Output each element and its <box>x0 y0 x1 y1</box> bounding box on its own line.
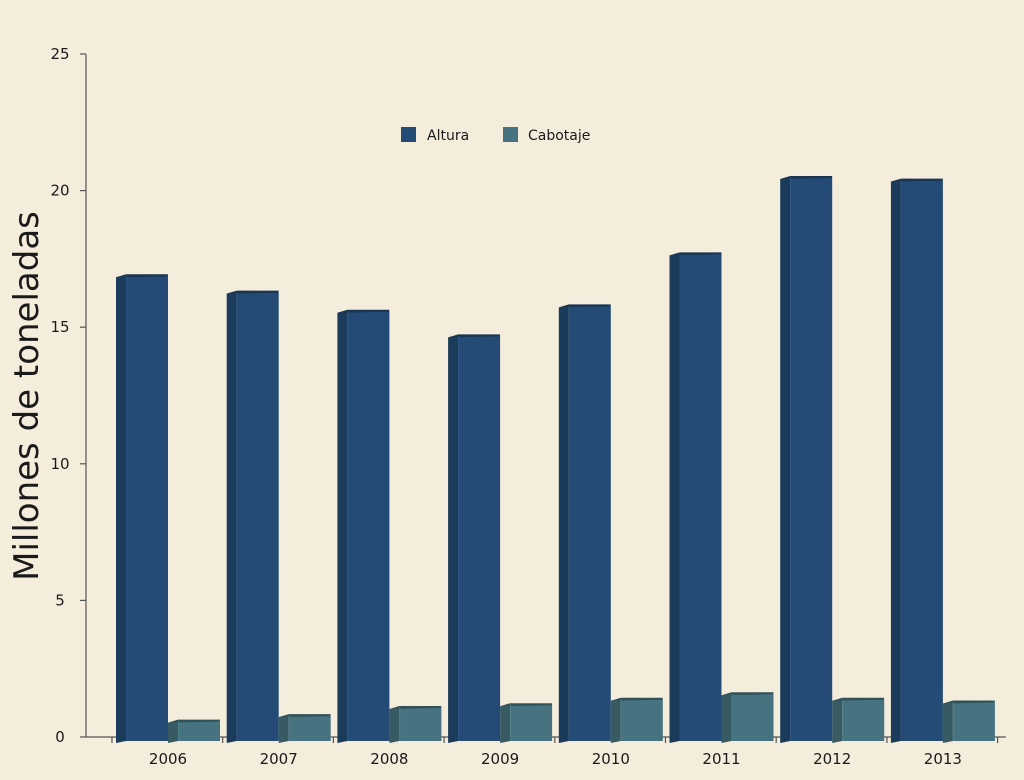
bar-side <box>116 275 126 743</box>
y-tick-label: 5 <box>55 591 65 609</box>
bar-front <box>679 253 722 741</box>
bar-top <box>168 719 220 723</box>
legend-swatch <box>503 127 518 142</box>
bar-front <box>900 179 943 741</box>
bar-front <box>126 275 168 741</box>
bar-front <box>178 720 220 741</box>
bar-top <box>780 175 833 179</box>
bar-front <box>347 310 390 741</box>
bar-cabotaje-2012 <box>832 697 885 743</box>
bar-top <box>558 304 611 308</box>
bar-cabotaje-2013 <box>942 700 995 743</box>
bar-side <box>558 305 569 743</box>
bar-cabotaje-2006 <box>168 719 220 743</box>
bar-top <box>890 178 943 182</box>
x-tick-label: 2010 <box>592 750 630 768</box>
bar-side <box>278 715 289 743</box>
bar-cabotaje-2010 <box>610 697 663 743</box>
bar-side <box>780 176 791 743</box>
bar-altura-2010 <box>558 304 611 743</box>
y-axis-label: Millones de toneladas <box>7 211 47 581</box>
bar-side <box>721 693 732 743</box>
bar-altura-2013 <box>890 178 943 743</box>
legend-label: Cabotaje <box>528 128 590 144</box>
bar-side <box>669 253 680 743</box>
bar-altura-2011 <box>669 252 722 743</box>
x-tick-label: 2007 <box>260 750 298 768</box>
bar-top <box>389 705 442 709</box>
bars <box>116 175 995 743</box>
bar-front <box>510 704 553 741</box>
bar-altura-2009 <box>448 334 501 743</box>
bar-side <box>890 179 901 743</box>
bar-cabotaje-2009 <box>500 703 553 743</box>
x-tick-label: 2011 <box>702 750 740 768</box>
bar-front <box>790 176 833 741</box>
legend: Altura Cabotaje <box>401 127 590 144</box>
bar-top <box>278 714 331 718</box>
bar-front <box>842 698 885 741</box>
x-tick-label: 2013 <box>924 750 962 768</box>
bar-side <box>832 698 843 743</box>
bar-cabotaje-2007 <box>278 714 331 743</box>
bar-altura-2006 <box>116 274 168 743</box>
bar-top <box>669 252 722 256</box>
bar-side <box>337 310 348 743</box>
y-tick-label: 15 <box>50 318 69 336</box>
legend-item-cabotaje: Cabotaje <box>503 127 590 144</box>
bar-top <box>448 334 501 338</box>
y-tick-label: 25 <box>50 45 69 63</box>
bar-front <box>399 706 442 741</box>
y-tick-label: 20 <box>50 182 69 200</box>
bar-side <box>500 704 511 743</box>
legend-swatch <box>401 127 416 142</box>
y-tick-label: 0 <box>55 728 65 746</box>
axes: 0 5 10 15 20 25 <box>50 45 1006 746</box>
bar-front <box>288 715 331 741</box>
bar-top <box>337 309 390 313</box>
bar-cabotaje-2008 <box>389 705 442 743</box>
bar-top <box>721 692 774 696</box>
bar-top <box>832 697 885 701</box>
bar-altura-2008 <box>337 309 390 743</box>
bar-side <box>226 291 237 743</box>
bar-top <box>500 703 553 707</box>
x-tick-label: 2012 <box>813 750 851 768</box>
y-tick-label: 10 <box>50 455 69 473</box>
bar-front <box>236 291 279 741</box>
bar-top <box>226 290 279 294</box>
bar-cabotaje-2011 <box>721 692 774 743</box>
bar-top <box>610 697 663 701</box>
bar-side <box>942 701 953 743</box>
bar-side <box>389 706 400 743</box>
x-tick-labels: 2006 2007 2008 2009 2010 2011 2012 2013 <box>149 750 962 768</box>
x-tick-label: 2008 <box>370 750 408 768</box>
bar-top <box>116 274 168 278</box>
legend-item-altura: Altura <box>401 127 469 144</box>
bar-front <box>568 305 611 741</box>
bar-side <box>448 335 459 743</box>
bar-altura-2012 <box>780 175 833 743</box>
bar-front <box>620 698 663 741</box>
bar-side <box>610 698 621 743</box>
bar-front <box>458 335 501 741</box>
bar-top <box>942 700 995 704</box>
bar-front <box>731 693 774 741</box>
bar-altura-2007 <box>226 290 279 743</box>
bar-front <box>952 701 995 741</box>
x-tick-label: 2009 <box>481 750 519 768</box>
bar-side <box>168 720 178 743</box>
x-tick-label: 2006 <box>149 750 187 768</box>
legend-label: Altura <box>427 128 469 144</box>
